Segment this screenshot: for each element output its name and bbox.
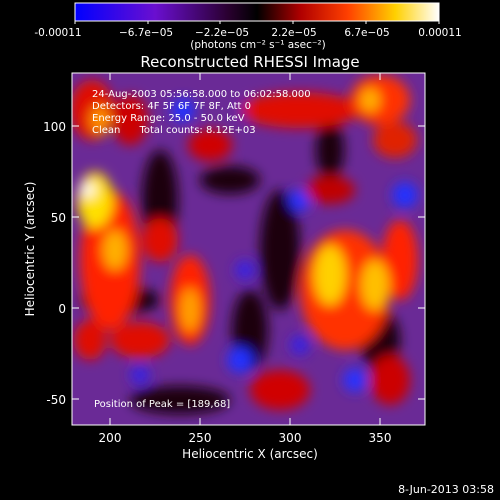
x-axis-label: Heliocentric X (arcsec)	[182, 447, 318, 461]
colorbar-tick-label: -0.00011	[34, 27, 81, 39]
y-tick-label: -50	[46, 393, 66, 407]
colorbar	[74, 2, 440, 22]
annotation-detectors: Detectors: 4F 5F 6F 7F 8F, Att 0	[92, 101, 251, 112]
x-tick-label: 300	[279, 431, 302, 445]
colorbar-ticks	[74, 21, 440, 24]
colorbar-units: (photons cm⁻² s⁻¹ asec⁻²)	[190, 39, 325, 51]
x-tick-label: 250	[189, 431, 212, 445]
colorbar-tick-label: 0.00011	[418, 27, 461, 39]
colorbar-tick-label: 2.2e−05	[271, 27, 316, 39]
y-tick-label: 100	[43, 120, 66, 134]
x-tick-label: 350	[369, 431, 392, 445]
colorbar-tick-label: −2.2e−05	[195, 27, 249, 39]
annotation-time-range: 24-Aug-2003 05:56:58.000 to 06:02:58.000	[92, 89, 311, 100]
y-axis-label: Heliocentric Y (arcsec)	[23, 182, 37, 317]
footer-date: 8-Jun-2013 03:58	[398, 483, 494, 496]
chart-title: Reconstructed RHESSI Image	[140, 53, 359, 71]
plot-frame	[71, 72, 426, 426]
y-tick-label: 0	[58, 302, 66, 316]
x-tick-label: 200	[99, 431, 122, 445]
annotation-energy: Energy Range: 25.0 - 50.0 keV	[92, 113, 245, 124]
peak-position-label: Position of Peak = [189,68]	[94, 399, 230, 410]
colorbar-tick-label: −6.7e−05	[119, 27, 173, 39]
y-tick-label: 50	[51, 211, 66, 225]
colorbar-tick-label: 6.7e−05	[344, 27, 389, 39]
axis-ticks	[72, 73, 425, 425]
annotation-clean: Clean Total counts: 8.12E+03	[92, 125, 256, 136]
heatmap-image	[72, 73, 425, 425]
